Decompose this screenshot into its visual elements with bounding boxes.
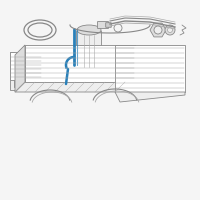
Circle shape	[60, 81, 70, 91]
Circle shape	[154, 26, 162, 34]
Circle shape	[165, 25, 175, 35]
Polygon shape	[15, 82, 135, 92]
Polygon shape	[15, 45, 25, 92]
Polygon shape	[115, 45, 185, 92]
FancyBboxPatch shape	[106, 23, 111, 27]
FancyBboxPatch shape	[76, 30, 102, 72]
Polygon shape	[10, 52, 42, 80]
Polygon shape	[10, 52, 42, 90]
Polygon shape	[25, 45, 135, 82]
Polygon shape	[115, 92, 185, 102]
Circle shape	[168, 27, 172, 32]
Ellipse shape	[77, 25, 101, 35]
Polygon shape	[150, 23, 166, 37]
FancyBboxPatch shape	[98, 21, 108, 28]
